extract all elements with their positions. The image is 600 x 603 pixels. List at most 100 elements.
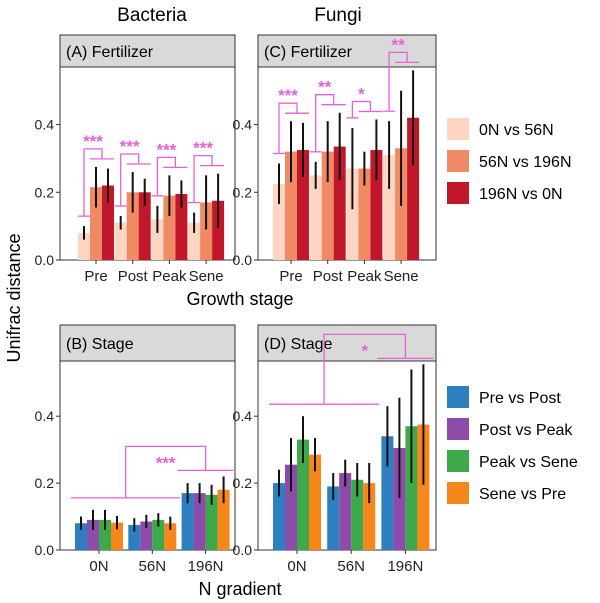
significance-bracket (315, 94, 335, 152)
bar (128, 524, 141, 550)
y-tick-label: 0.4 (35, 408, 55, 424)
bar (346, 168, 359, 260)
top-x-axis-label: Growth stage (186, 289, 293, 309)
bar (407, 117, 420, 260)
y-tick-label: 0.4 (35, 117, 55, 133)
column-title-bacteria: Bacteria (117, 5, 187, 26)
significance-label: ** (391, 35, 405, 54)
y-tick-label: 0.0 (233, 542, 253, 558)
y-tick-label: 0.0 (35, 252, 55, 268)
panel: (B) Stage 0.0 0.2 0.4 0N 56N 196N *** (35, 324, 236, 575)
significance-bracket (83, 148, 103, 217)
bar (114, 222, 127, 260)
panels: (A) Fertilizer0.00.20.4Pre***Post***Peak… (35, 34, 437, 575)
legend-fertilizer: 0N vs 56N 56N vs 196N 196N vs 0N (447, 118, 572, 204)
significance-label: *** (156, 140, 176, 159)
bar (339, 473, 352, 550)
y-axis-label: Unifrac distance (4, 233, 24, 362)
bar (90, 187, 102, 260)
legend-swatch (447, 482, 469, 504)
legend-label: Post vs Peak (479, 422, 573, 439)
bar (358, 168, 371, 260)
legend-label: Pre vs Post (479, 390, 561, 407)
y-tick-label: 0.2 (233, 184, 253, 200)
bar (273, 483, 285, 550)
significance-label: *** (278, 86, 298, 105)
x-tick-label: Post (118, 268, 149, 285)
y-tick-label: 0.0 (35, 542, 55, 558)
significance-label: *** (120, 137, 140, 156)
panel: (C) Fertilizer0.00.20.4Pre***Post**Peak*… (233, 34, 437, 285)
significance-bracket (278, 102, 298, 154)
bar (205, 494, 218, 550)
bar (417, 424, 430, 550)
x-tick-label: Pre (84, 268, 107, 285)
bar (405, 426, 418, 550)
x-tick-label: Peak (152, 268, 187, 285)
panel: (A) Fertilizer 0.0 0.2 0.4 Pre *** Post *** Peak… (35, 34, 236, 285)
x-tick-label: Post (313, 268, 344, 285)
bar (193, 493, 206, 550)
significance-bracket (120, 153, 140, 206)
bar (164, 523, 177, 550)
bar (111, 522, 123, 550)
bar (383, 155, 396, 260)
x-tick-label: Pre (279, 268, 302, 285)
x-tick-label: Sene (189, 268, 224, 285)
panel-title: (C) Fertilizer (264, 44, 353, 61)
bar (188, 222, 201, 260)
panel: (D) Stage 0.0 0.2 0.4 0N 56N 196N * (233, 324, 437, 575)
y-tick-label: 0.2 (35, 475, 55, 491)
bar (309, 454, 321, 550)
bar (273, 183, 285, 260)
panel-title: (B) Stage (66, 336, 134, 353)
legend-swatch (447, 118, 469, 140)
y-tick-label: 0.2 (233, 475, 253, 491)
bar (285, 464, 297, 550)
x-tick-label: Sene (384, 268, 419, 285)
significance-bracket (156, 156, 177, 196)
bar (151, 219, 164, 260)
bar (321, 151, 334, 260)
x-tick-label: 0N (89, 558, 108, 575)
bottom-x-axis-label: N gradient (198, 579, 281, 599)
significance-label: * (358, 84, 365, 103)
y-tick-label: 0.4 (233, 408, 253, 424)
bar (285, 151, 297, 260)
x-tick-label: 196N (387, 558, 423, 575)
bar (126, 192, 139, 260)
y-tick-label: 0.2 (35, 184, 55, 200)
bar (181, 493, 194, 550)
significance-bracket (351, 100, 372, 118)
bar (175, 193, 188, 260)
bar (370, 149, 383, 260)
y-tick-label: 0.0 (233, 252, 253, 268)
x-tick-label: 56N (139, 558, 167, 575)
bar (140, 521, 153, 550)
x-tick-label: 56N (337, 558, 365, 575)
panel-strip (257, 324, 437, 362)
bar (87, 519, 99, 550)
significance-bracket (323, 333, 407, 405)
legend-label: 56N vs 196N (479, 154, 572, 171)
legend-label: 0N vs 56N (479, 122, 554, 139)
legend-label: Peak vs Sene (479, 454, 578, 471)
legend-swatch (447, 386, 469, 408)
bar (200, 202, 213, 260)
bar (217, 489, 230, 550)
legend-swatch (447, 150, 469, 172)
y-tick-label: 0.4 (233, 117, 253, 133)
bar (152, 519, 165, 550)
legends: 0N vs 56N 56N vs 196N 196N vs 0N Pre vs Pos… (447, 118, 578, 504)
bar (99, 519, 111, 550)
panel-strip (257, 34, 437, 68)
bar (212, 200, 225, 260)
significance-label: *** (156, 453, 176, 472)
panel-strip (59, 324, 236, 362)
bar (297, 149, 309, 260)
bar (309, 175, 322, 260)
panel-strip (59, 34, 236, 68)
x-tick-label: 196N (188, 558, 224, 575)
significance-label: * (361, 341, 368, 360)
